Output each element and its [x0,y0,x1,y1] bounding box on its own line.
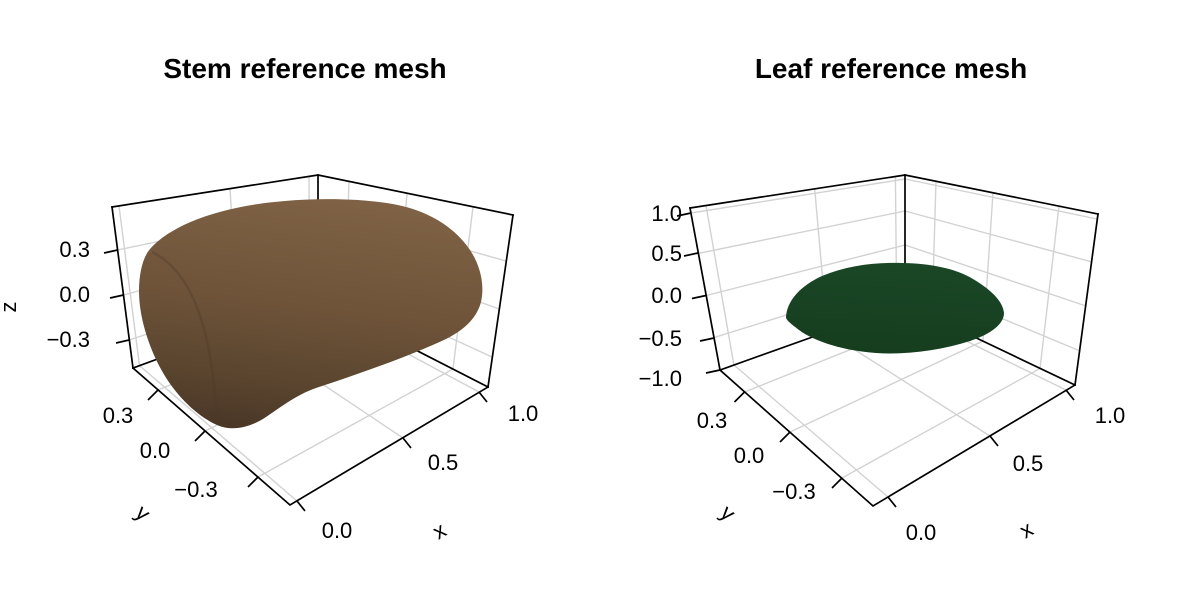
x-axis-tick-labels: 0.0 0.5 1.0 [322,401,539,543]
x-axis-tick-labels: 0.0 0.5 1.0 [906,403,1126,545]
z-axis-label: z [0,302,21,313]
z-tick-label: −0.3 [47,327,90,352]
y-tick-label: 0.3 [697,408,728,433]
x-tick-label: 0.0 [322,518,353,543]
y-axis-tick-labels: 0.3 0.0 −0.3 [103,403,218,502]
z-axis-tick-labels: 1.0 0.5 0.0 −0.5 −1.0 [639,201,682,391]
plot-title: Leaf reference mesh [755,53,1027,84]
x-tick-label: 1.0 [1095,403,1126,428]
x-tick-label: 1.0 [508,401,539,426]
y-axis-tick-labels: 0.3 0.0 −0.3 [697,408,816,504]
y-tick-label: 0.3 [103,403,134,428]
y-tick-label: −0.3 [772,479,815,504]
stem-cap-crease [151,250,219,423]
z-axis-tick-labels: 0.3 0.0 −0.3 [47,237,90,352]
axis-ticks [103,249,488,512]
z-tick-label: 0.0 [651,283,682,308]
x-axis-label: x [428,517,450,544]
y-axis-label: y [131,500,156,526]
stem-plot: Stem reference mesh 0.3 0.0 −0.3 0.3 0.0… [0,53,539,544]
x-tick-label: 0.5 [1013,451,1044,476]
y-tick-label: −0.3 [174,477,217,502]
leaf-plot-panel: Leaf reference mesh 1.0 0.5 0.0 −0.5 −1.… [600,0,1200,600]
z-tick-label: 0.0 [59,282,90,307]
z-tick-label: 1.0 [651,201,682,226]
plot-title: Stem reference mesh [163,53,446,84]
stem-plot-panel: Stem reference mesh 0.3 0.0 −0.3 0.3 0.0… [0,53,539,544]
x-tick-label: 0.5 [428,450,459,475]
y-tick-label: 0.0 [140,438,171,463]
z-tick-label: −1.0 [639,366,682,391]
y-axis-label: y [716,500,741,526]
stem-mesh [139,199,483,429]
axis-ticks [676,212,1075,508]
axis-box [111,174,515,507]
z-tick-label: 0.5 [651,241,682,266]
leaf-mesh [786,262,1004,354]
leaf-plot: Leaf reference mesh 1.0 0.5 0.0 −0.5 −1.… [639,53,1126,545]
x-axis-label: x [1015,516,1037,543]
x-tick-label: 0.0 [906,520,937,545]
y-tick-label: 0.0 [734,443,765,468]
z-tick-label: 0.3 [59,237,90,262]
z-tick-label: −0.5 [639,326,682,351]
